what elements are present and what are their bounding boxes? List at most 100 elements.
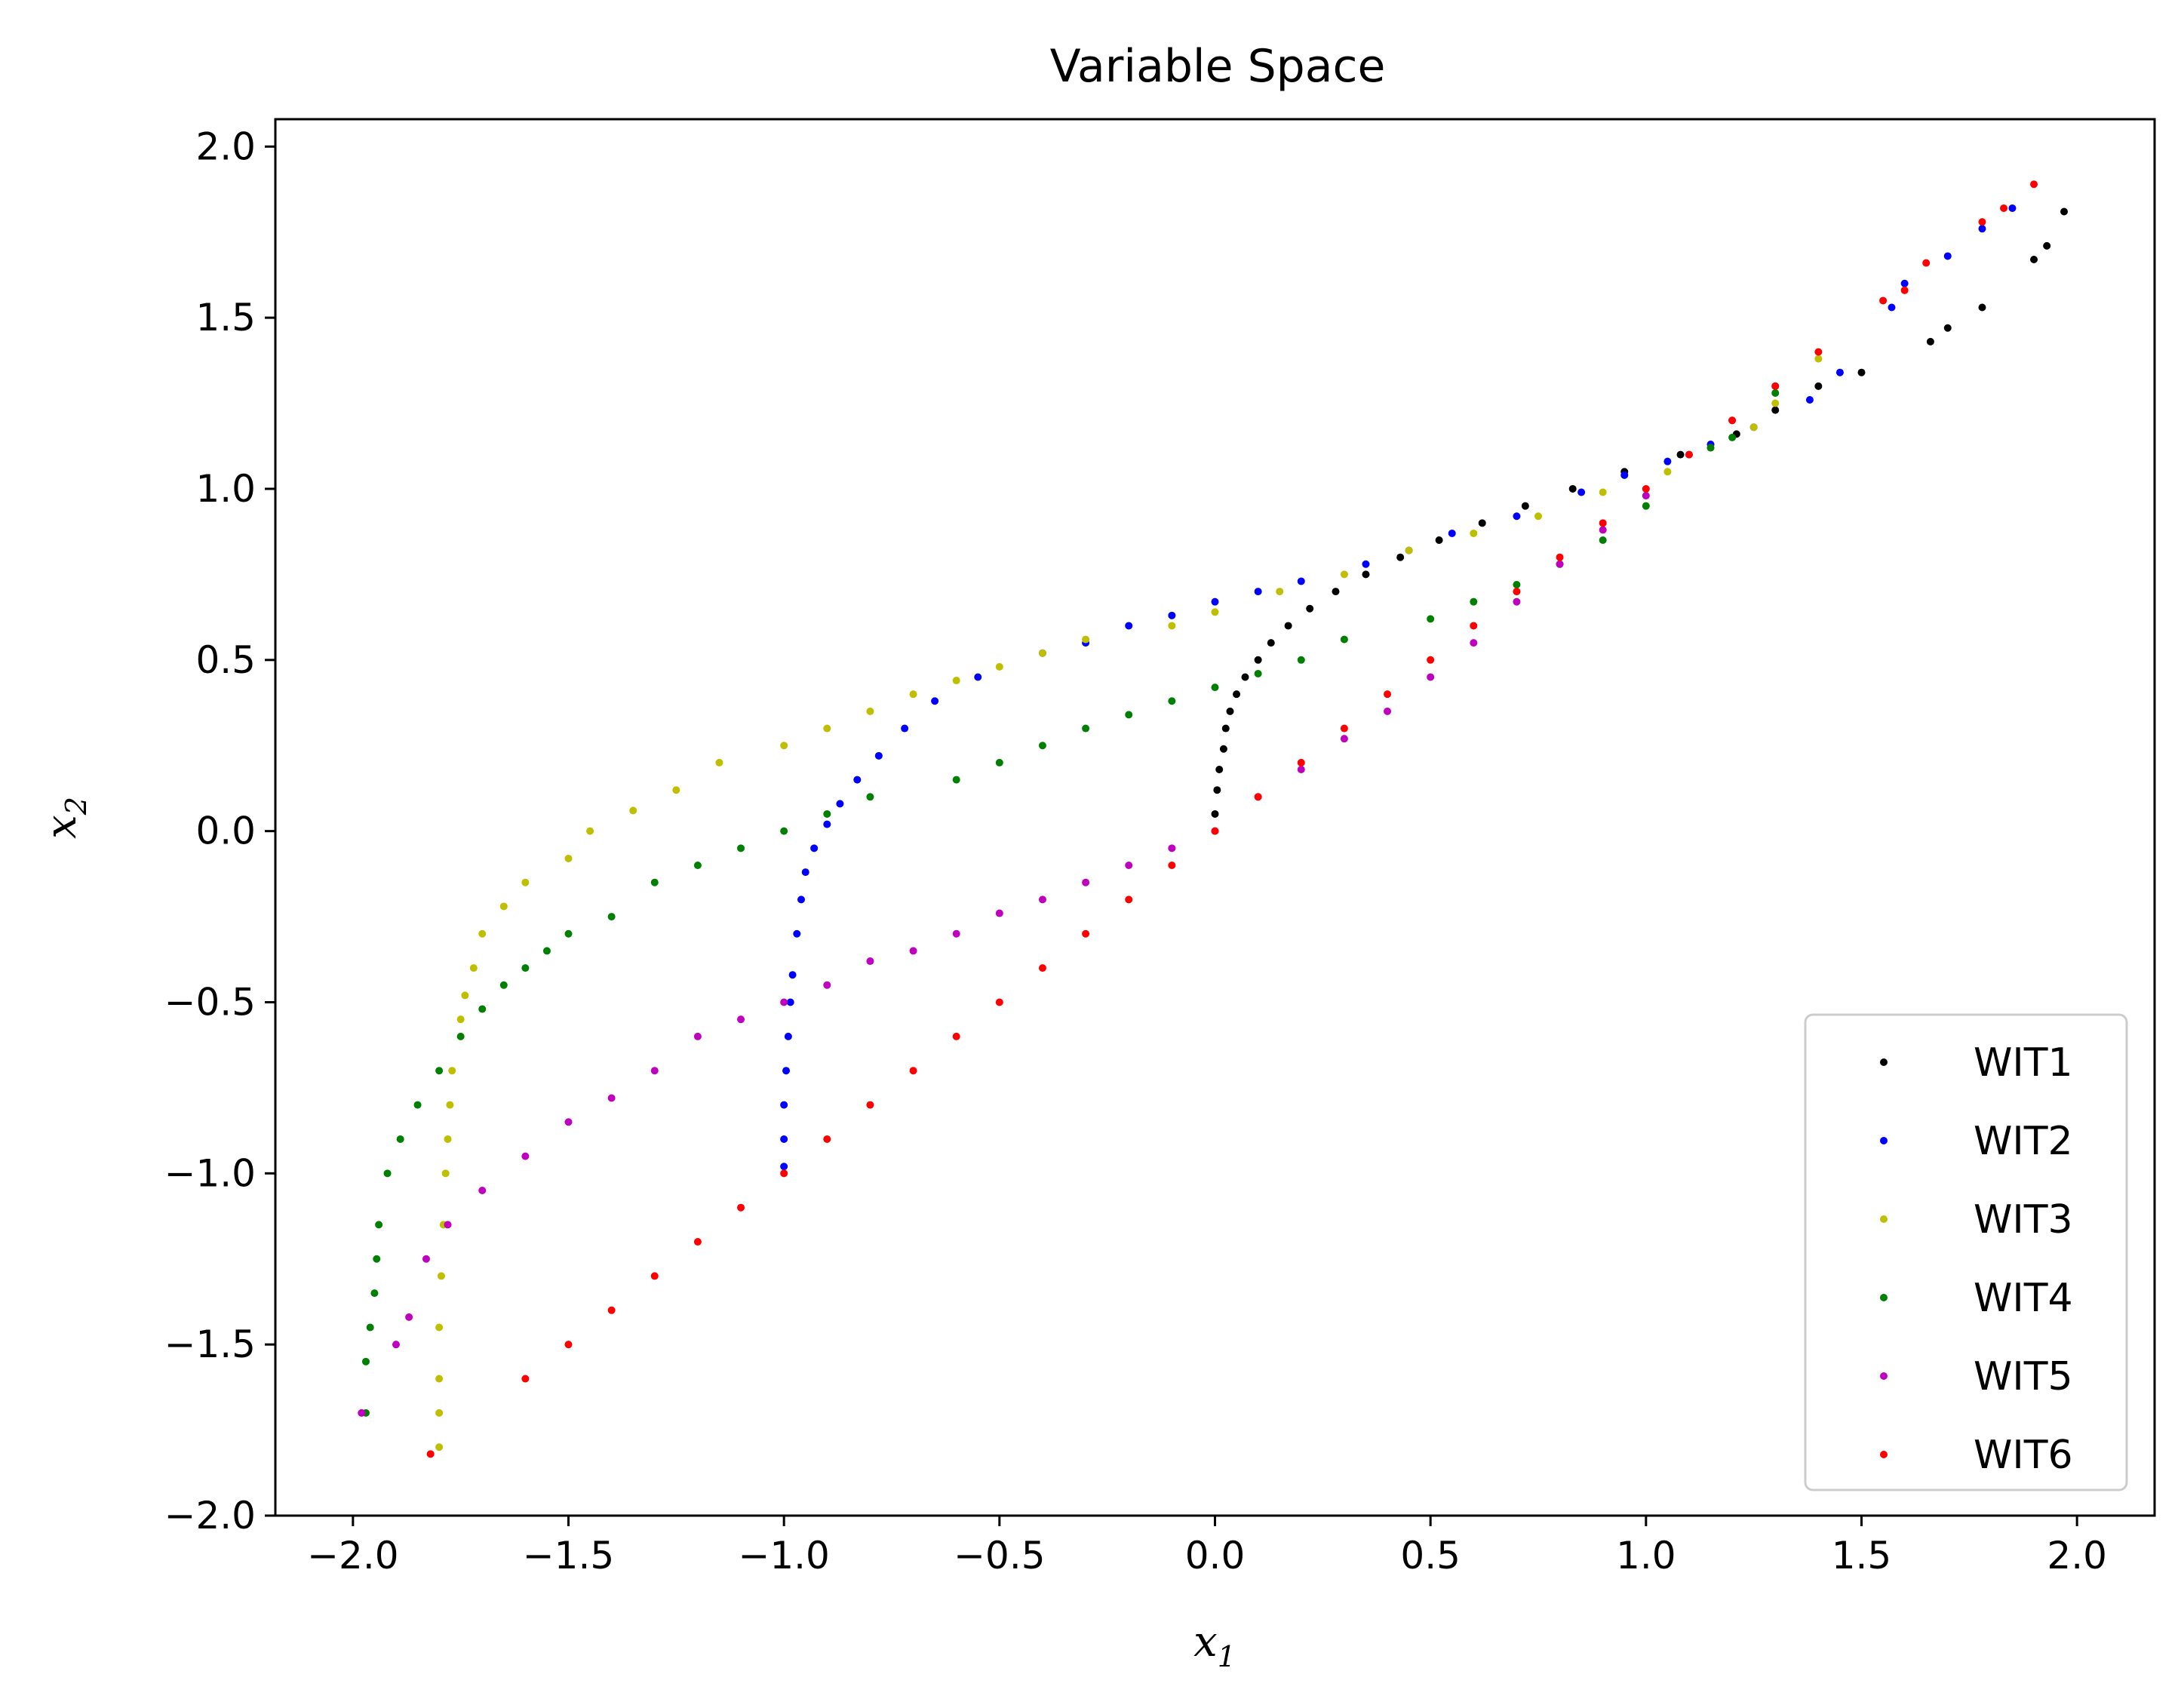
- data-point: [1082, 635, 1090, 644]
- data-point: [1599, 488, 1607, 496]
- data-point: [435, 1067, 444, 1075]
- y-tick-label: −1.0: [164, 1151, 256, 1195]
- data-point: [435, 1375, 444, 1383]
- data-point: [1284, 622, 1292, 630]
- data-point: [448, 1067, 456, 1075]
- data-point: [461, 991, 469, 1000]
- data-point: [1478, 519, 1486, 527]
- data-point: [2000, 204, 2008, 212]
- data-point: [823, 820, 831, 828]
- ticks-layer: −2.0 −1.5 −1.0 −0.5 0.0 0.5 1.0 1.5 2.0 −2.0 −1.5 −…: [164, 124, 2107, 1577]
- data-point: [1276, 588, 1284, 596]
- legend-label-wit5: WIT5: [1974, 1354, 2073, 1399]
- data-point: [1125, 711, 1133, 719]
- data-point: [952, 776, 960, 784]
- data-point: [564, 1118, 573, 1126]
- x-tick-label: 0.0: [1185, 1534, 1246, 1577]
- data-point: [456, 1015, 465, 1024]
- y-tick-label: 1.5: [195, 296, 256, 339]
- data-point: [788, 971, 797, 979]
- y-tick-label: 0.0: [195, 809, 256, 853]
- y-axis-label-sub: 2: [60, 797, 93, 816]
- data-point: [1082, 929, 1090, 938]
- x-tick-label: −2.0: [307, 1534, 398, 1577]
- data-point: [1663, 468, 1672, 476]
- data-point: [1599, 526, 1607, 534]
- legend-label-wit6: WIT6: [1974, 1433, 2073, 1478]
- data-point: [1211, 608, 1219, 616]
- data-point: [1706, 444, 1715, 452]
- data-point: [1900, 286, 1909, 294]
- data-point: [823, 1135, 831, 1143]
- data-point: [1362, 560, 1370, 568]
- data-point: [1427, 615, 1435, 623]
- data-point: [1435, 536, 1443, 545]
- data-point: [974, 673, 982, 681]
- data-point: [1219, 745, 1227, 753]
- data-point: [444, 1221, 452, 1229]
- data-point: [366, 1323, 374, 1332]
- data-point: [1978, 303, 1986, 312]
- data-point: [1900, 279, 1909, 287]
- data-point: [542, 947, 551, 955]
- data-point: [1254, 656, 1262, 664]
- data-point: [1297, 577, 1305, 585]
- data-point: [866, 957, 874, 966]
- data-point: [1396, 553, 1405, 561]
- data-point: [586, 827, 594, 835]
- data-point: [1943, 252, 1952, 260]
- data-point: [435, 1408, 444, 1417]
- data-point: [1771, 406, 1780, 414]
- data-point: [1226, 707, 1234, 715]
- data-point: [823, 809, 831, 818]
- data-point: [1448, 529, 1456, 537]
- data-point: [782, 1067, 791, 1075]
- data-point: [715, 758, 723, 766]
- data-point: [1749, 423, 1758, 432]
- data-point: [780, 998, 788, 1006]
- data-point: [564, 854, 573, 862]
- data-point: [422, 1255, 430, 1263]
- data-point: [1888, 303, 1896, 312]
- data-point: [1857, 368, 1866, 376]
- data-point: [456, 1032, 465, 1040]
- data-point: [909, 1067, 917, 1075]
- data-point: [375, 1221, 383, 1229]
- data-point: [446, 1101, 454, 1109]
- data-point: [797, 895, 806, 904]
- data-point: [995, 909, 1003, 917]
- data-point: [1685, 450, 1693, 459]
- data-point: [737, 1015, 745, 1024]
- data-point: [995, 998, 1003, 1006]
- data-point: [499, 902, 508, 911]
- data-point: [1340, 635, 1348, 644]
- data-point: [901, 724, 909, 733]
- data-point: [1470, 622, 1478, 630]
- data-point: [413, 1101, 422, 1109]
- data-point: [1215, 765, 1224, 773]
- data-point: [780, 1163, 788, 1171]
- data-point: [1384, 690, 1392, 699]
- data-point: [521, 878, 530, 886]
- data-point: [1771, 389, 1780, 397]
- data-point: [405, 1313, 413, 1321]
- data-point: [952, 929, 960, 938]
- data-point: [1513, 581, 1521, 588]
- data-point: [874, 751, 883, 760]
- data-point: [2030, 256, 2038, 264]
- x-tick-label: −0.5: [954, 1534, 1045, 1577]
- data-point: [995, 662, 1003, 671]
- data-layer: [358, 180, 2069, 1458]
- data-point: [1362, 570, 1370, 579]
- data-point: [441, 1169, 450, 1178]
- data-point: [1521, 502, 1529, 510]
- data-point: [952, 677, 960, 685]
- data-point: [784, 1032, 792, 1040]
- y-axis-label-base: x: [37, 815, 86, 839]
- data-point: [1534, 512, 1542, 521]
- data-point: [1620, 471, 1629, 479]
- data-point: [521, 1152, 530, 1160]
- data-point: [1340, 570, 1348, 579]
- x-axis-label-base: x: [1193, 1617, 1218, 1667]
